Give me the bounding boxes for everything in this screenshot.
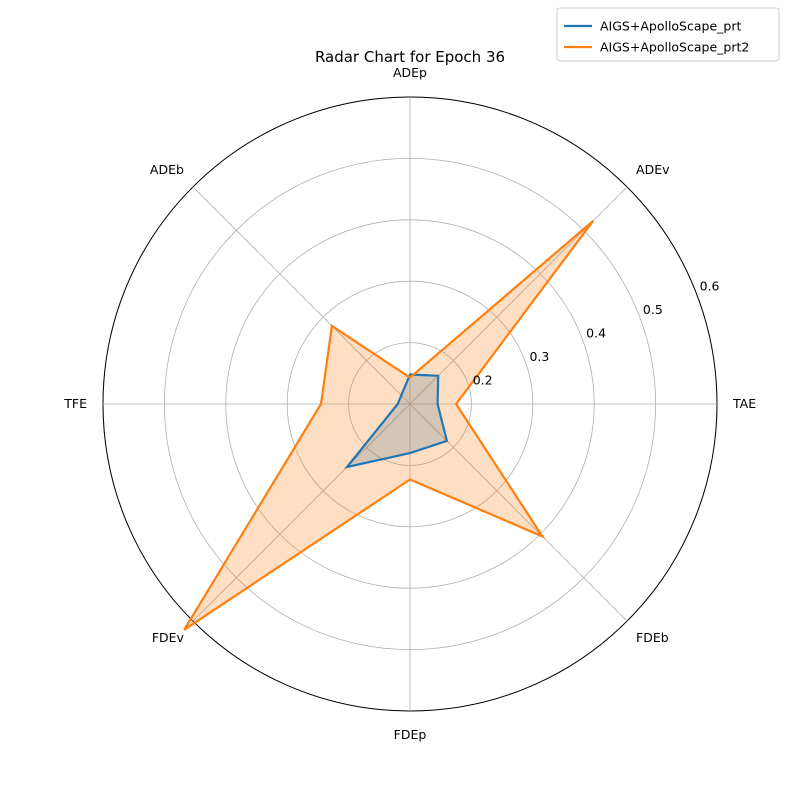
axis-label-tfe: TFE [63, 396, 87, 411]
radial-tick-label: 0.4 [586, 326, 606, 341]
legend-entry: AIGS+ApolloScape_prt [600, 19, 741, 34]
axis-label-adev: ADEv [636, 162, 670, 177]
series-fills [184, 220, 594, 630]
axis-label-fdeb: FDEb [636, 630, 669, 645]
legend-box [556, 7, 780, 62]
series-lines [183, 219, 595, 631]
legend-entry: AIGS+ApolloScape_prt2 [600, 40, 749, 55]
radial-tick-label: 0.3 [529, 349, 549, 364]
series-fill-1 [347, 374, 447, 467]
spoke-line [192, 186, 411, 405]
radial-tick-label: 0.5 [643, 302, 663, 317]
axis-label-adep: ADEp [393, 65, 427, 80]
radial-tick-labels: 0.2 0.3 0.4 0.5 0.6 [473, 279, 720, 388]
series-line-1 [344, 373, 449, 469]
axis-label-fdep: FDEp [394, 727, 427, 742]
axis-label-tae: TAE [732, 396, 756, 411]
spoke-line [192, 403, 411, 622]
radial-tick-label: 0.2 [473, 373, 493, 388]
series-line-2 [183, 219, 595, 631]
axis-labels: ADEp ADEv TAE FDEb FDEp FDEv TFE ADEb [63, 65, 756, 742]
axis-label-fdev: FDEv [152, 630, 185, 645]
radial-tick-label: 0.6 [700, 279, 720, 294]
chart-title: Radar Chart for Epoch 36 [315, 48, 505, 66]
legend[interactable]: AIGS+ApolloScape_prt AIGS+ApolloScape_prt… [556, 7, 780, 62]
series-fill-2 [184, 220, 594, 630]
axis-label-adeb: ADEb [150, 162, 184, 177]
